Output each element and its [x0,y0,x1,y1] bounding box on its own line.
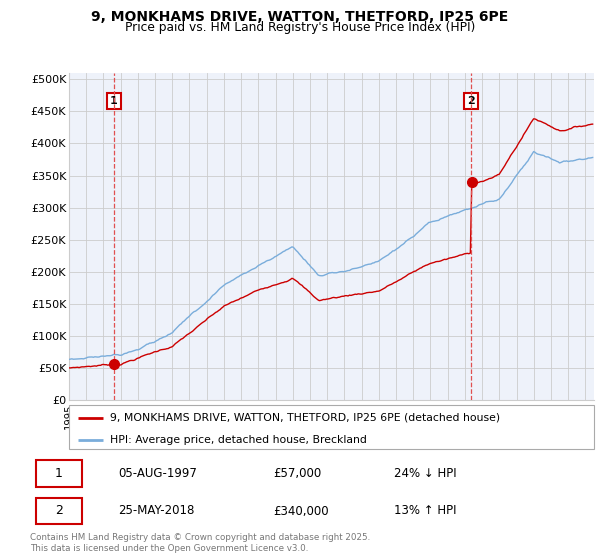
Text: £340,000: £340,000 [273,505,329,517]
Text: 05-AUG-1997: 05-AUG-1997 [118,466,197,480]
Text: 9, MONKHAMS DRIVE, WATTON, THETFORD, IP25 6PE: 9, MONKHAMS DRIVE, WATTON, THETFORD, IP2… [91,10,509,24]
Bar [35,498,82,524]
Text: 1: 1 [55,466,63,480]
Text: 1: 1 [110,96,118,106]
Text: HPI: Average price, detached house, Breckland: HPI: Average price, detached house, Brec… [110,435,367,445]
Bar [35,460,82,487]
Text: 25-MAY-2018: 25-MAY-2018 [118,505,194,517]
Text: £57,000: £57,000 [273,466,321,480]
Text: Contains HM Land Registry data © Crown copyright and database right 2025.
This d: Contains HM Land Registry data © Crown c… [30,533,370,553]
Text: 2: 2 [467,96,475,106]
Text: Price paid vs. HM Land Registry's House Price Index (HPI): Price paid vs. HM Land Registry's House … [125,21,475,34]
Text: 13% ↑ HPI: 13% ↑ HPI [394,505,457,517]
Text: 24% ↓ HPI: 24% ↓ HPI [394,466,457,480]
Text: 9, MONKHAMS DRIVE, WATTON, THETFORD, IP25 6PE (detached house): 9, MONKHAMS DRIVE, WATTON, THETFORD, IP2… [110,413,500,423]
Text: 2: 2 [55,505,63,517]
